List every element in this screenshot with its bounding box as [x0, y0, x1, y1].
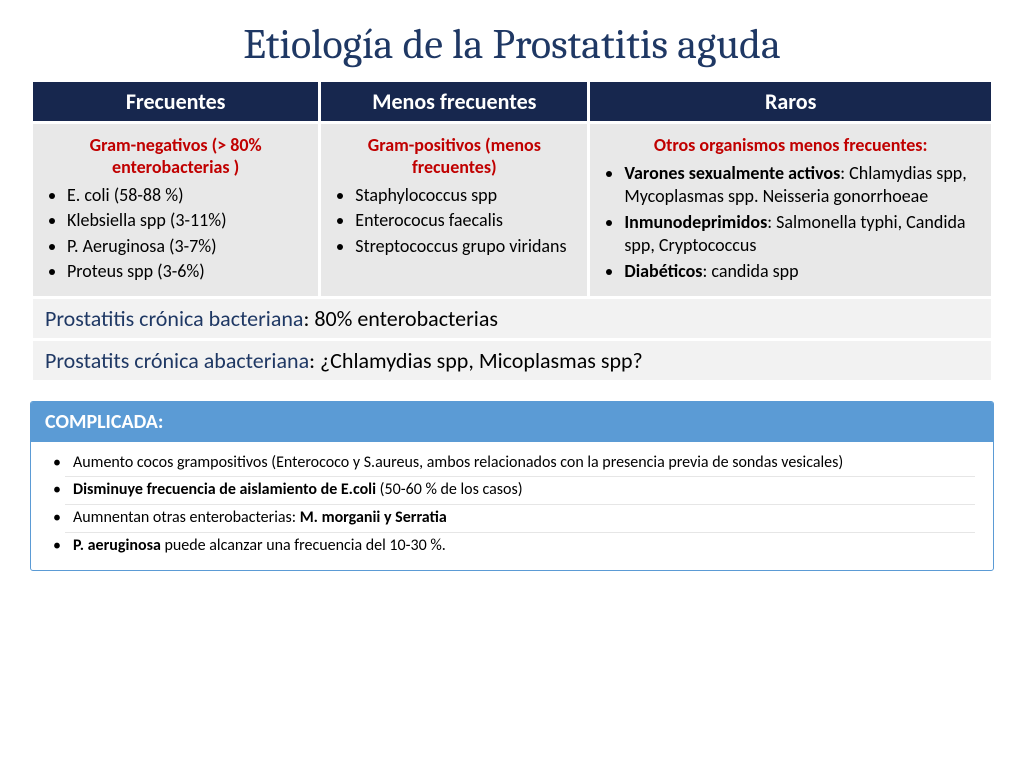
complicada-item: Aumnentan otras enterobacterias: M. morg… — [65, 504, 975, 532]
chronic-bact-rest: : 80% enterobacterias — [303, 305, 498, 332]
gram-neg-list: E. coli (58-88 %) Klebsiella spp (3-11%)… — [47, 184, 304, 284]
chronic-abact-rest: : ¿Chlamydias spp, Micoplasmas spp? — [309, 347, 643, 374]
cell-menos-frecuentes: Gram-positivos (menos frecuentes) Staphy… — [320, 123, 589, 298]
list-item: P. Aeruginosa (3-7%) — [67, 235, 304, 258]
list-item: Staphylococcus spp — [355, 184, 573, 207]
body-row: Gram-negativos (> 80% enterobacterias ) … — [32, 123, 993, 298]
other-org-heading: Otros organismos menos frecuentes: — [604, 134, 977, 156]
other-org-list: Varones sexualmente activos: Chlamydias … — [604, 162, 977, 283]
complicada-item: P. aeruginosa puede alcanzar una frecuen… — [65, 532, 975, 560]
header-row: Frecuentes Menos frecuentes Raros — [32, 81, 993, 123]
list-item: E. coli (58-88 %) — [67, 184, 304, 207]
chronic-abacteriana-row: Prostatits crónica abacteriana: ¿Chlamyd… — [32, 339, 993, 381]
cell-frecuentes: Gram-negativos (> 80% enterobacterias ) … — [32, 123, 320, 298]
gram-neg-heading: Gram-negativos (> 80% enterobacterias ) — [47, 134, 304, 178]
list-item: Inmunodeprimidos: Salmonella typhi, Cand… — [624, 211, 977, 258]
list-item: Enterococus faecalis — [355, 209, 573, 232]
complicada-box: COMPLICADA: Aumento cocos grampositivos … — [30, 401, 994, 571]
chronic-bact-lead: Prostatitis crónica bacteriana — [45, 305, 303, 332]
complicada-body: Aumento cocos grampositivos (Enterococo … — [31, 442, 993, 570]
complicada-item: Aumento cocos grampositivos (Enterococo … — [65, 450, 975, 477]
gram-pos-list: Staphylococcus spp Enterococus faecalis … — [335, 184, 573, 258]
list-item: Streptococcus grupo viridans — [355, 235, 573, 258]
col-header-frecuentes: Frecuentes — [32, 81, 320, 123]
cell-raros: Otros organismos menos frecuentes: Varon… — [589, 123, 993, 298]
col-header-raros: Raros — [589, 81, 993, 123]
etiology-table: Frecuentes Menos frecuentes Raros Gram-n… — [30, 79, 994, 383]
complicada-title: COMPLICADA: — [31, 402, 993, 442]
chronic-bacteriana-row: Prostatitis crónica bacteriana: 80% ente… — [32, 297, 993, 339]
list-item: Varones sexualmente activos: Chlamydias … — [624, 162, 977, 209]
list-item: Diabéticos: candida spp — [624, 260, 977, 283]
list-item: Proteus spp (3-6%) — [67, 260, 304, 283]
list-item: Klebsiella spp (3-11%) — [67, 209, 304, 232]
chronic-abact-lead: Prostatits crónica abacteriana — [45, 347, 309, 374]
gram-pos-heading: Gram-positivos (menos frecuentes) — [335, 134, 573, 178]
complicada-item: Disminuye frecuencia de aislamiento de E… — [65, 476, 975, 504]
page-title: Etiología de la Prostatitis aguda — [30, 20, 994, 69]
col-header-menos: Menos frecuentes — [320, 81, 589, 123]
